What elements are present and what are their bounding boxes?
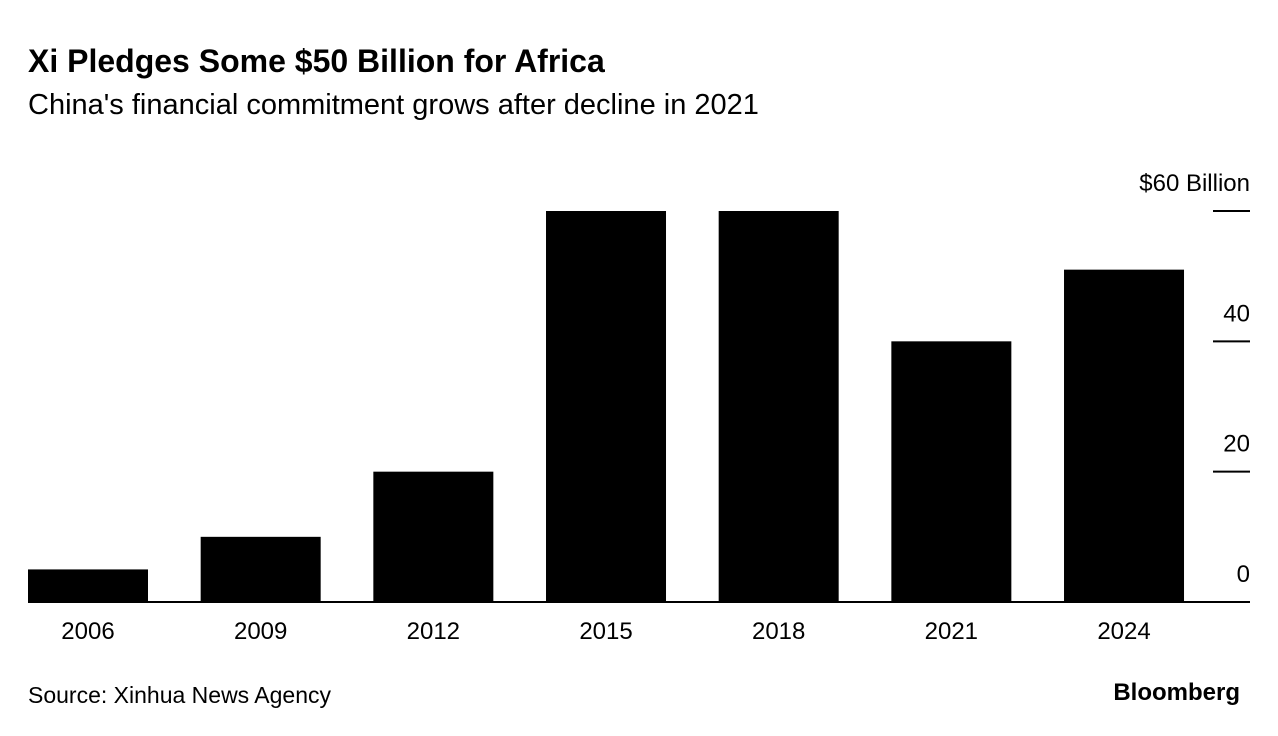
x-tick-label: 2021 [925, 618, 978, 645]
bar [28, 569, 148, 602]
x-tick-label: 2012 [407, 618, 460, 645]
bar [718, 211, 839, 602]
chart-title: Xi Pledges Some $50 Billion for Africa [28, 43, 605, 79]
bar [546, 211, 667, 602]
x-tick-label: 2015 [579, 618, 632, 645]
y-tick-label: 20 [1223, 431, 1250, 458]
x-tick-label: 2024 [1097, 618, 1150, 645]
y-tick-label: $60 Billion [1139, 170, 1250, 197]
x-tick-label: 2006 [61, 618, 114, 645]
bar [373, 471, 494, 602]
y-tick-label: 0 [1237, 561, 1250, 588]
y-tick-label: 40 [1223, 300, 1250, 327]
source: Source: Xinhua News Agency [28, 682, 332, 708]
bar [1064, 269, 1185, 602]
logo: Bloomberg [1113, 679, 1240, 706]
bar [200, 536, 321, 602]
x-tick-label: 2009 [234, 618, 287, 645]
chart-subtitle: China's financial commitment grows after… [28, 89, 759, 121]
x-tick-label: 2018 [752, 618, 805, 645]
bar [891, 341, 1012, 602]
